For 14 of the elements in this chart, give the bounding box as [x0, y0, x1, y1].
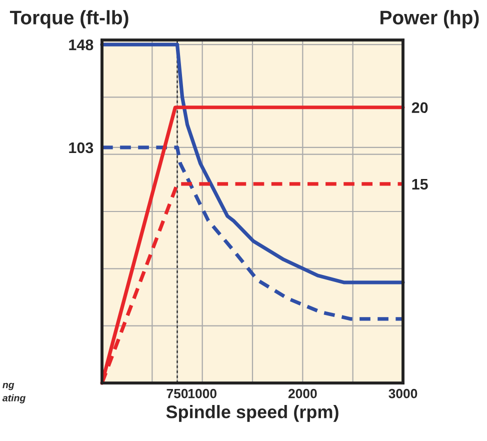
text: ating	[2, 394, 26, 404]
y-tick-label: 103	[69, 142, 94, 154]
y-tick-label: 148	[69, 39, 94, 50]
y2-tick-label: 15	[412, 178, 428, 190]
x-tick-label: 1000	[188, 388, 216, 398]
x-tick-label: 3000	[388, 388, 418, 398]
y-axis-title: Torque (ft-lb)	[10, 10, 128, 28]
y2-axis-title: Power (hp)	[380, 10, 479, 28]
x-tick-label: 750	[166, 388, 188, 398]
x-tick-label: 2000	[288, 388, 317, 398]
x-axis-title: Spindle speed (rpm)	[166, 405, 338, 422]
text: ng	[2, 382, 14, 390]
line-series	[100, 42, 405, 284]
y2-tick-label: 20	[412, 102, 428, 114]
